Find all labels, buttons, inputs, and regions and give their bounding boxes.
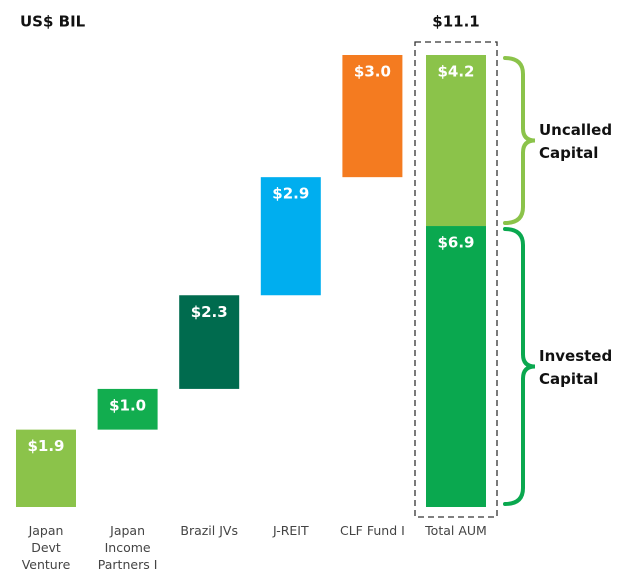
series-label: Invested Capital [539,346,613,388]
value-label: $1.0 [109,396,146,414]
bar [16,429,76,507]
bar [342,55,403,178]
total-box [414,41,498,518]
x-tick-label: Japan Income Partners I [97,523,158,571]
x-tick-label: J-REIT [272,523,309,538]
total-segment [426,55,486,227]
value-label: $2.9 [272,185,309,203]
bar [179,295,240,389]
total-label: $11.1 [432,13,479,31]
x-tick-label: Brazil JVs [180,523,238,538]
chart-title: US$ BIL [20,13,86,31]
value-label: $4.2 [437,63,474,81]
total-segment [426,226,486,507]
value-label: $6.9 [437,234,474,252]
x-tick-label: Total AUM [425,523,487,538]
bar [260,177,321,296]
value-label: $3.0 [354,63,391,81]
x-tick-label: CLF Fund I [339,523,405,538]
bar [97,388,158,430]
value-label: $2.3 [191,303,228,321]
brace [503,56,536,226]
brace [503,227,536,506]
x-tick-label: Japan Devt Venture [21,523,71,571]
value-label: $1.9 [27,437,64,455]
series-label: Uncalled Capital [539,120,613,162]
